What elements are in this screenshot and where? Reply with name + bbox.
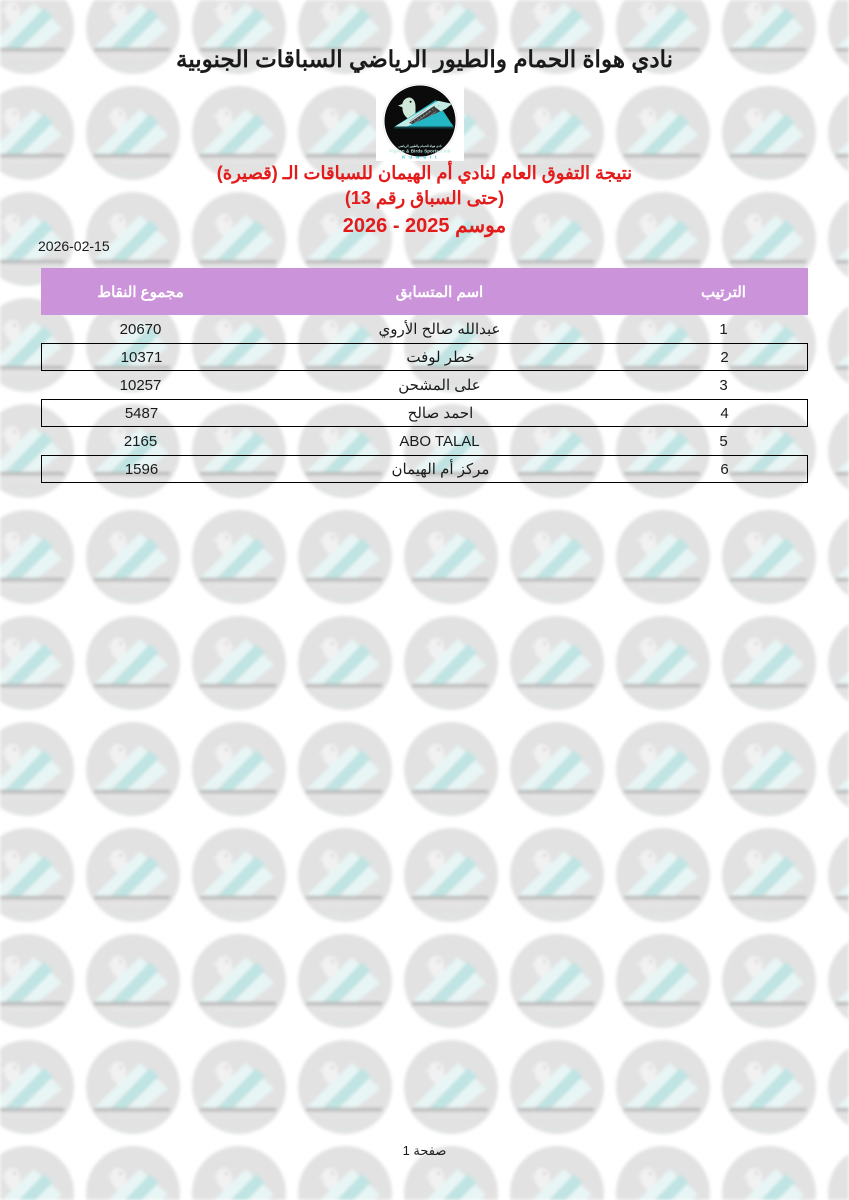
- svg-text:K u w a i t: K u w a i t: [402, 155, 438, 160]
- svg-text:Pigeon & Birds Sports Club: Pigeon & Birds Sports Club: [389, 149, 451, 154]
